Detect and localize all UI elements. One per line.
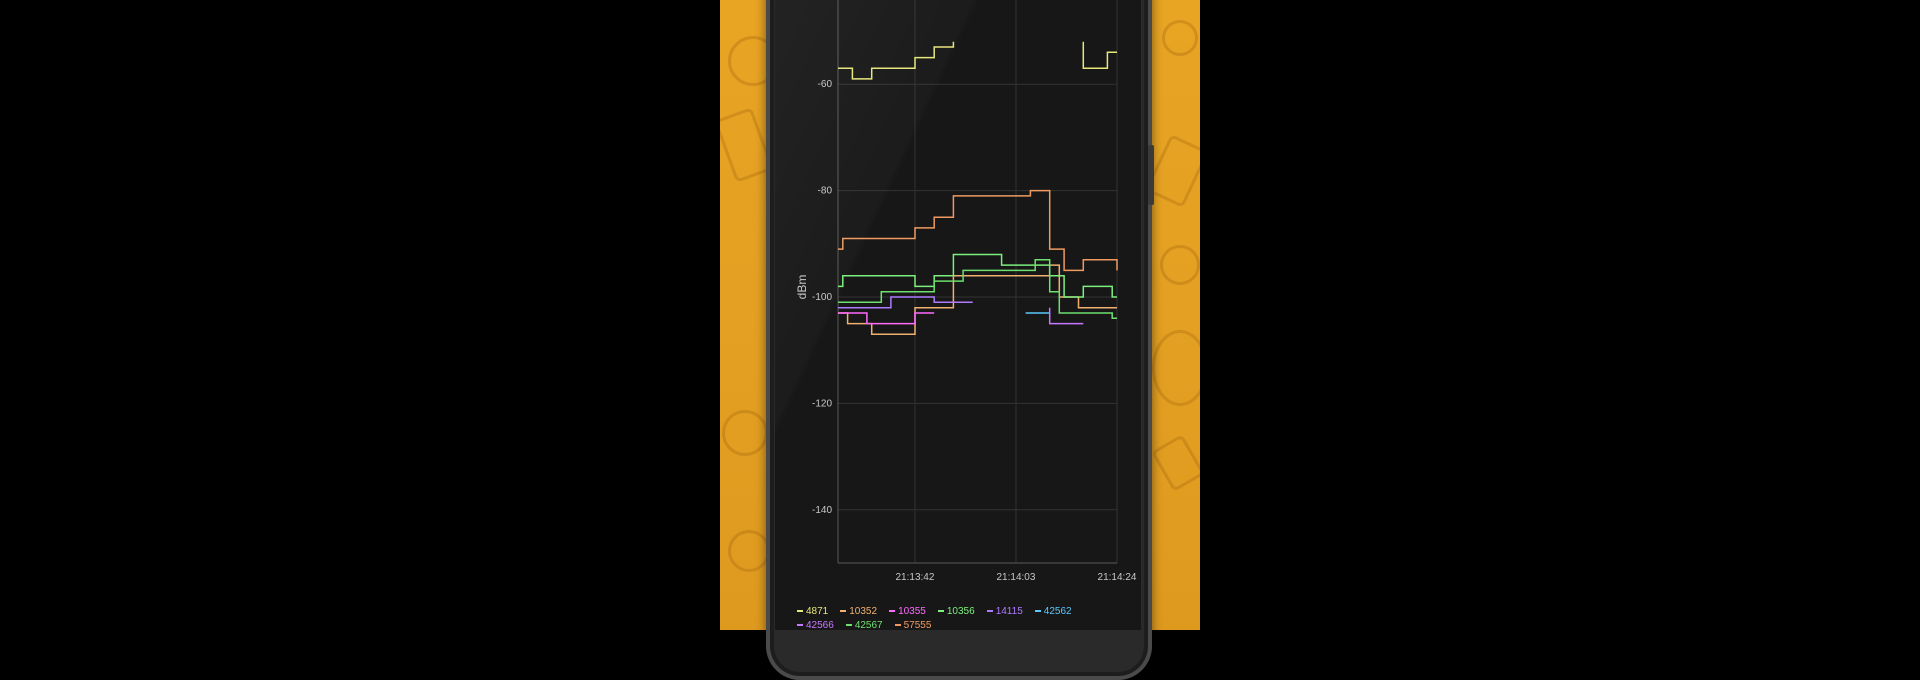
doodle-circle (722, 410, 768, 456)
legend-item-10356: 10356 (937, 605, 975, 619)
legend-label: 42567 (854, 620, 883, 630)
phone-screen: -60 -80 -100 -120 -140 21:13:42 21:14:03 21:14:… (775, 0, 1141, 630)
legend-label: 42562 (1043, 606, 1072, 617)
legend-item-14115: 14115 (986, 605, 1023, 619)
legend-label: 42566 (806, 620, 834, 630)
legend-label: 10352 (849, 606, 878, 617)
legend-swatch (889, 610, 896, 613)
legend-label: 14115 (995, 606, 1023, 617)
y-tick-label: -80 (818, 186, 833, 197)
y-tick-label: -100 (812, 292, 832, 303)
doodle-circle (728, 530, 770, 572)
y-axis-label: dBm (795, 275, 809, 300)
series-line-42566 (1048, 307, 1084, 325)
signal-chart: -60 -80 -100 -120 -140 21:13:42 21:14:03 21:14:… (795, 0, 1137, 583)
series-line-42567 (838, 259, 1117, 320)
chart-legend: 4871 10352 10355 10356 14115 42562 42566 42567 5… (797, 605, 1127, 630)
legend-item-57555: 57555 (894, 619, 932, 630)
y-tick-label: -140 (812, 505, 832, 516)
legend-label: 10356 (946, 606, 975, 617)
legend-item-4871: 4871 (797, 605, 828, 619)
legend-swatch (845, 624, 852, 627)
y-tick-label: -120 (812, 398, 832, 409)
legend-swatch (986, 610, 993, 613)
legend-swatch (1034, 610, 1041, 613)
legend-swatch (894, 624, 901, 627)
legend-item-42567: 42567 (845, 619, 883, 630)
phone-side-button (1148, 145, 1154, 205)
y-tick-label: -60 (818, 79, 833, 90)
doodle-square (1150, 434, 1200, 492)
legend-item-10352: 10352 (840, 605, 877, 619)
doodle-circle (1162, 20, 1198, 56)
legend-label: 4871 (806, 606, 829, 617)
legend-swatch (840, 610, 847, 613)
x-tick-label: 21:14:03 (997, 572, 1036, 583)
legend-swatch (797, 624, 803, 627)
x-tick-label: 21:14:24 (1098, 572, 1137, 583)
legend-item-42562: 42562 (1034, 605, 1072, 619)
x-tick-label: 21:13:42 (895, 572, 934, 583)
series-line-10355 (838, 312, 935, 325)
series-line-10356 (838, 253, 1117, 298)
legend-item-42566: 42566 (797, 619, 834, 630)
doodle-circle (1152, 330, 1200, 406)
legend-label: 10355 (898, 606, 926, 617)
series-line-57555 (838, 189, 1118, 272)
series-line-4871 (1082, 41, 1117, 70)
doodle-circle (1160, 245, 1200, 285)
legend-swatch (797, 610, 803, 613)
legend-item-10355: 10355 (889, 605, 926, 619)
legend-label: 57555 (903, 620, 932, 630)
series-line-4871 (838, 41, 955, 80)
series-line-14115 (838, 296, 973, 309)
legend-swatch (937, 610, 944, 613)
